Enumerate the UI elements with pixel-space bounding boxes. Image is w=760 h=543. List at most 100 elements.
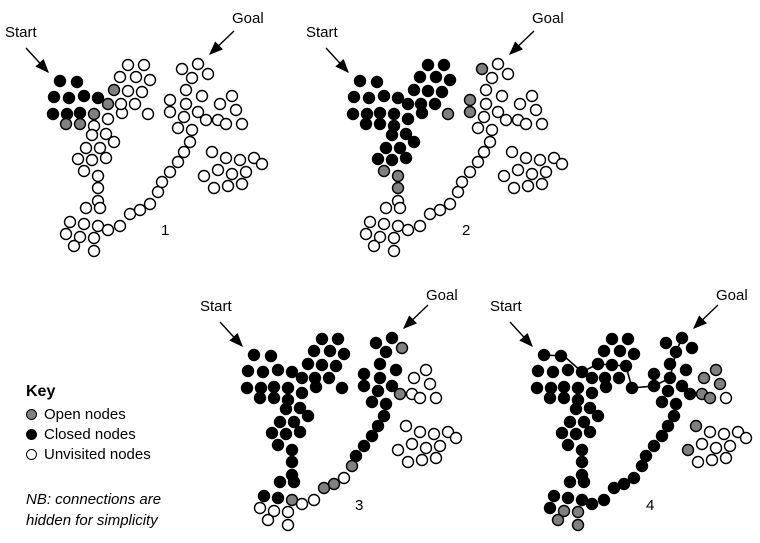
unvisited-node [455, 175, 469, 189]
unvisited-node [85, 128, 99, 142]
start-label: Start [200, 298, 232, 315]
closed-node [373, 117, 387, 131]
unvisited-node [129, 70, 143, 84]
unvisited-node [691, 455, 705, 469]
note-text: NB: connections are hidden for simplicit… [26, 489, 161, 531]
unvisited-node [141, 107, 155, 121]
unvisited-node [235, 117, 249, 131]
goal-label: Goal [532, 10, 564, 27]
open-node [713, 377, 727, 391]
closed-node [407, 135, 421, 149]
closed-node [60, 107, 74, 121]
open-node [703, 391, 717, 405]
closed-node [357, 379, 371, 393]
unvisited-node [497, 169, 511, 183]
unvisited-node [239, 165, 253, 179]
closed-node [543, 501, 557, 515]
unvisited-node [267, 504, 281, 518]
unvisited-node [225, 167, 239, 181]
closed-node [413, 70, 427, 84]
open-node [551, 513, 565, 527]
unvisited-node [191, 105, 205, 119]
unvisited-node [413, 425, 427, 439]
unvisited-node [485, 123, 499, 137]
closed-node [335, 381, 349, 395]
closed-node [264, 349, 278, 363]
closed-node [46, 107, 60, 121]
unvisited-node [261, 513, 275, 527]
unvisited-node [71, 152, 85, 166]
unvisited-node [137, 58, 151, 72]
unvisited-node [719, 391, 733, 405]
closed-node [359, 117, 373, 131]
closed-node [73, 106, 87, 120]
unvisited-node [163, 93, 177, 107]
unvisited-node [405, 437, 419, 451]
closed-node [323, 344, 337, 358]
panel-number: 2 [462, 222, 471, 239]
unvisited-node [491, 105, 505, 119]
closed-node [557, 391, 571, 405]
closed-node [429, 70, 443, 84]
unvisited-node [525, 167, 539, 181]
unvisited-node [211, 163, 225, 177]
closed-node [281, 381, 295, 395]
start-arrow [509, 321, 533, 348]
closed-node [347, 90, 361, 104]
closed-node [675, 379, 689, 393]
unvisited-node [201, 67, 215, 81]
closed-node [371, 419, 385, 433]
closed-node [377, 89, 391, 103]
key-legend: Key Open nodes Closed nodes Unvisited no… [26, 383, 151, 464]
unvisited-node [477, 110, 491, 124]
unvisited-node [393, 201, 407, 215]
unvisited-node [295, 497, 309, 511]
unvisited-node [443, 197, 457, 211]
key-item-label: Unvisited nodes [44, 445, 151, 463]
closed-node [267, 391, 281, 405]
closed-node [273, 415, 287, 429]
open-node [557, 504, 571, 518]
unvisited-node [128, 97, 142, 111]
unvisited-node [219, 151, 233, 165]
unvisited-node [73, 230, 87, 244]
closed-node [254, 381, 268, 395]
open-node [327, 477, 341, 491]
closed-node [679, 363, 693, 377]
closed-node [370, 75, 384, 89]
closed-node [585, 386, 599, 400]
unvisited-node [337, 471, 351, 485]
unvisited-node [195, 89, 209, 103]
closed-node [91, 91, 105, 105]
unvisited-node [253, 501, 267, 515]
unvisited-node [535, 177, 549, 191]
closed-node [399, 127, 413, 141]
closed-node [346, 107, 360, 121]
unvisited-node [511, 163, 525, 177]
open-node [59, 117, 73, 131]
unvisited-node [709, 441, 723, 455]
unvisited-node [219, 117, 233, 131]
closed-node [546, 365, 560, 379]
unvisited-node [185, 123, 199, 137]
unvisited-node [107, 135, 121, 149]
open-node [463, 105, 477, 119]
closed-node [531, 364, 545, 378]
note-line: hidden for simplicity [26, 512, 158, 529]
unvisited-node [519, 151, 533, 165]
open-node [391, 181, 405, 195]
closed-node-swatch [26, 428, 37, 440]
unvisited-node [415, 453, 429, 467]
panel-2 [346, 57, 569, 258]
unvisited-node [449, 431, 463, 445]
closed-node [443, 73, 457, 87]
unvisited-node [387, 244, 401, 258]
closed-node [437, 58, 451, 72]
unvisited-node [471, 121, 485, 135]
closed-node [337, 347, 351, 361]
unvisited-node [67, 239, 81, 253]
closed-node [555, 426, 569, 440]
unvisited-node [77, 217, 91, 231]
unvisited-node [101, 112, 115, 126]
closed-node [585, 497, 599, 511]
